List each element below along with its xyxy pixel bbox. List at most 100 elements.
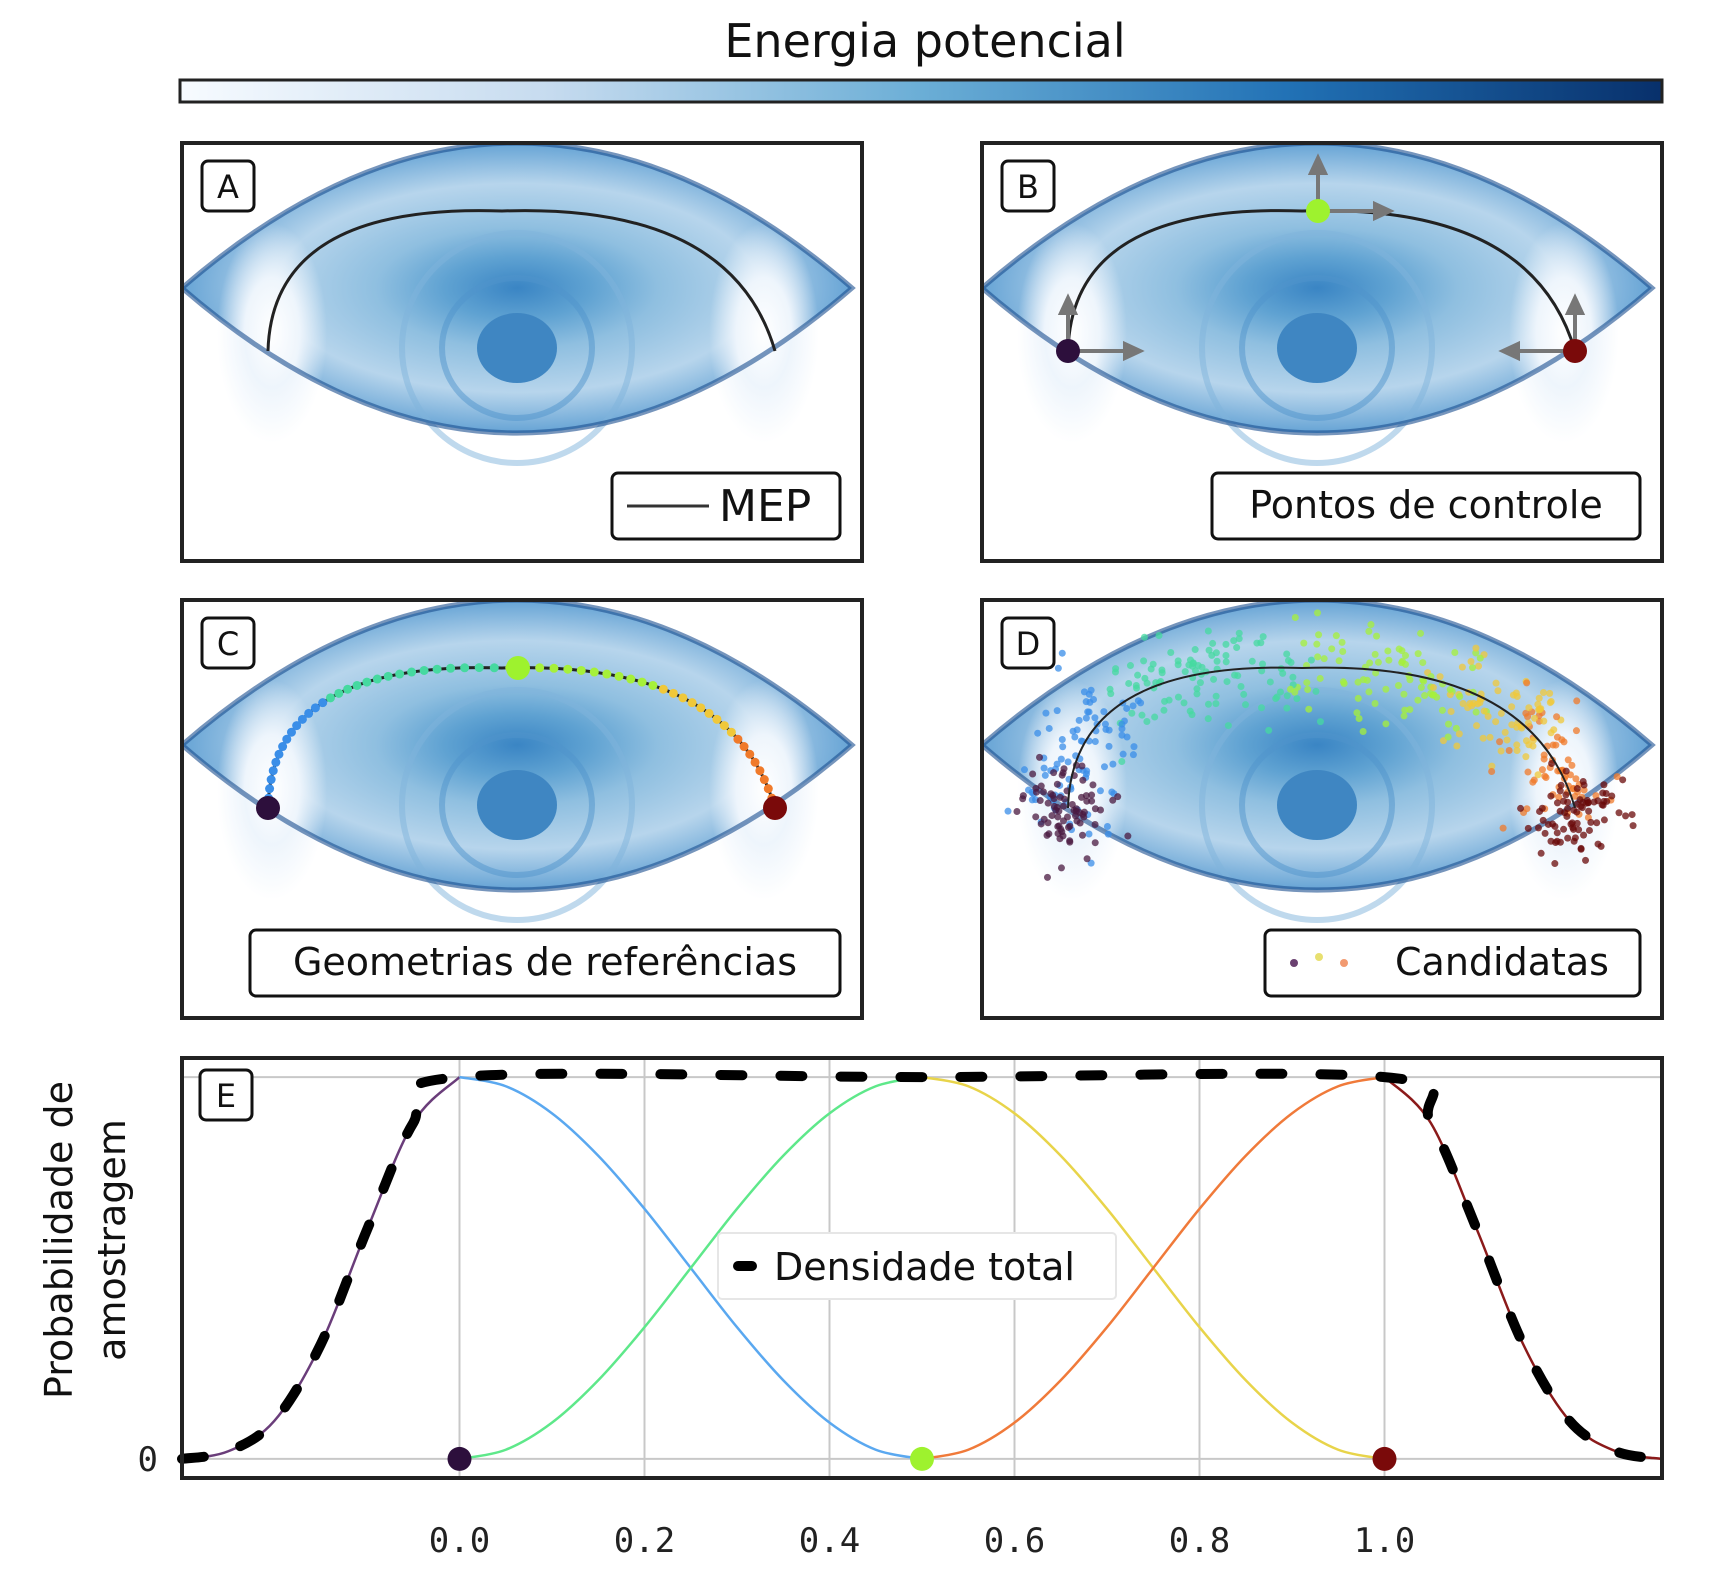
candidate-point	[1032, 813, 1040, 821]
x-tick-label: 0.8	[1169, 1521, 1230, 1561]
candidate-point	[1204, 627, 1212, 635]
reference-point	[325, 693, 335, 703]
candidate-point	[1456, 692, 1464, 700]
candidate-point	[1277, 665, 1285, 673]
candidate-point	[1053, 707, 1061, 715]
candidate-point	[1088, 791, 1096, 799]
reference-point	[602, 669, 612, 679]
candidate-point	[1571, 792, 1579, 800]
candidate-point	[1546, 689, 1554, 697]
reference-point	[474, 663, 484, 673]
candidate-point	[1421, 692, 1429, 700]
reference-point	[286, 727, 296, 737]
candidate-point	[1204, 700, 1212, 708]
candidate-point	[1524, 768, 1532, 776]
candidate-point	[1055, 822, 1063, 830]
panel-d: D Candidatas	[980, 598, 1664, 1020]
mep-curve	[1066, 209, 1577, 352]
candidate-point	[1039, 788, 1047, 796]
candidate-point	[1242, 701, 1250, 709]
candidate-point	[1036, 753, 1044, 761]
candidate-point	[1276, 688, 1284, 696]
candidate-point	[1103, 823, 1111, 831]
candidate-point	[1429, 684, 1437, 692]
candidate-point	[1394, 682, 1402, 690]
candidate-point	[1575, 826, 1583, 834]
candidate-point	[1053, 780, 1061, 788]
control-point-end	[1563, 339, 1587, 363]
reference-point	[733, 734, 743, 744]
control-point-mid	[1306, 199, 1330, 223]
x-tick-label: 0.2	[614, 1521, 675, 1561]
candidate-point	[1401, 706, 1409, 714]
candidate-point	[1458, 663, 1466, 671]
reference-point	[678, 693, 688, 703]
candidate-point	[1540, 751, 1548, 759]
candidate-point	[1613, 773, 1621, 781]
candidate-point	[1128, 709, 1136, 717]
candidate-point	[1558, 736, 1566, 744]
candidate-point	[1079, 776, 1087, 784]
candidate-point	[1091, 821, 1099, 829]
candidate-point	[1193, 685, 1201, 693]
candidate-point	[1488, 767, 1496, 775]
candidate-point	[1044, 799, 1052, 807]
candidate-point	[1555, 793, 1563, 801]
candidate-point	[1447, 708, 1455, 716]
candidate-point	[1547, 729, 1555, 737]
candidate-point	[1328, 645, 1336, 653]
candidate-point	[1180, 699, 1188, 707]
candidate-point	[1560, 797, 1568, 805]
reference-point	[271, 757, 281, 767]
reference-point	[446, 663, 456, 673]
candidate-point	[1071, 733, 1079, 741]
candidate-point	[1060, 802, 1068, 810]
candidate-point	[1580, 781, 1588, 789]
candidate-point	[1564, 756, 1572, 764]
y-tick-labels: 0	[138, 1440, 158, 1480]
candidate-point	[1032, 788, 1040, 796]
x-tick-labels: 0.0 0.2 0.4 0.6 0.8 1.0	[429, 1521, 1415, 1561]
candidate-point	[1314, 653, 1322, 661]
reference-point	[318, 698, 328, 708]
candidate-point	[1568, 761, 1576, 769]
candidate-point	[1126, 662, 1134, 670]
legend-swatch	[1290, 959, 1298, 967]
reference-point	[460, 663, 470, 673]
panel-e: E Densidade total 0.0 0.2 0.4 0.6 0.8 1.0 0 P…	[37, 1056, 1667, 1561]
candidate-point	[1100, 763, 1108, 771]
candidate-point	[1286, 685, 1294, 693]
control-points	[447, 1446, 1397, 1471]
reference-point	[489, 663, 499, 673]
candidate-point	[1075, 716, 1083, 724]
candidate-point	[1043, 831, 1051, 839]
candidate-point	[1041, 771, 1049, 779]
candidate-point	[1479, 734, 1487, 742]
reference-point	[712, 714, 722, 724]
candidate-point	[1615, 809, 1623, 817]
candidate-point	[1058, 828, 1066, 836]
candidate-point	[1560, 825, 1568, 833]
candidate-point	[1455, 730, 1463, 738]
candidate-point	[1430, 691, 1438, 699]
candidate-point	[1058, 736, 1066, 744]
candidate-point	[1382, 720, 1390, 728]
x-tick-label: 0.6	[984, 1521, 1045, 1561]
candidate-point	[1265, 726, 1273, 734]
candidate-point	[1230, 637, 1238, 645]
candidate-point	[1129, 702, 1137, 710]
candidate-point	[1536, 705, 1544, 713]
candidate-point	[1237, 682, 1245, 690]
candidate-point	[1373, 632, 1381, 640]
candidate-point	[1542, 773, 1550, 781]
candidate-point	[1492, 718, 1500, 726]
candidate-point	[1044, 819, 1052, 827]
candidate-point	[1193, 690, 1201, 698]
candidate-point	[1222, 658, 1230, 666]
candidate-point	[1497, 747, 1505, 755]
candidate-point	[1165, 696, 1173, 704]
candidate-point	[1557, 781, 1565, 789]
candidate-point	[1053, 760, 1061, 768]
candidate-point	[1096, 787, 1104, 795]
reference-point	[763, 784, 773, 794]
